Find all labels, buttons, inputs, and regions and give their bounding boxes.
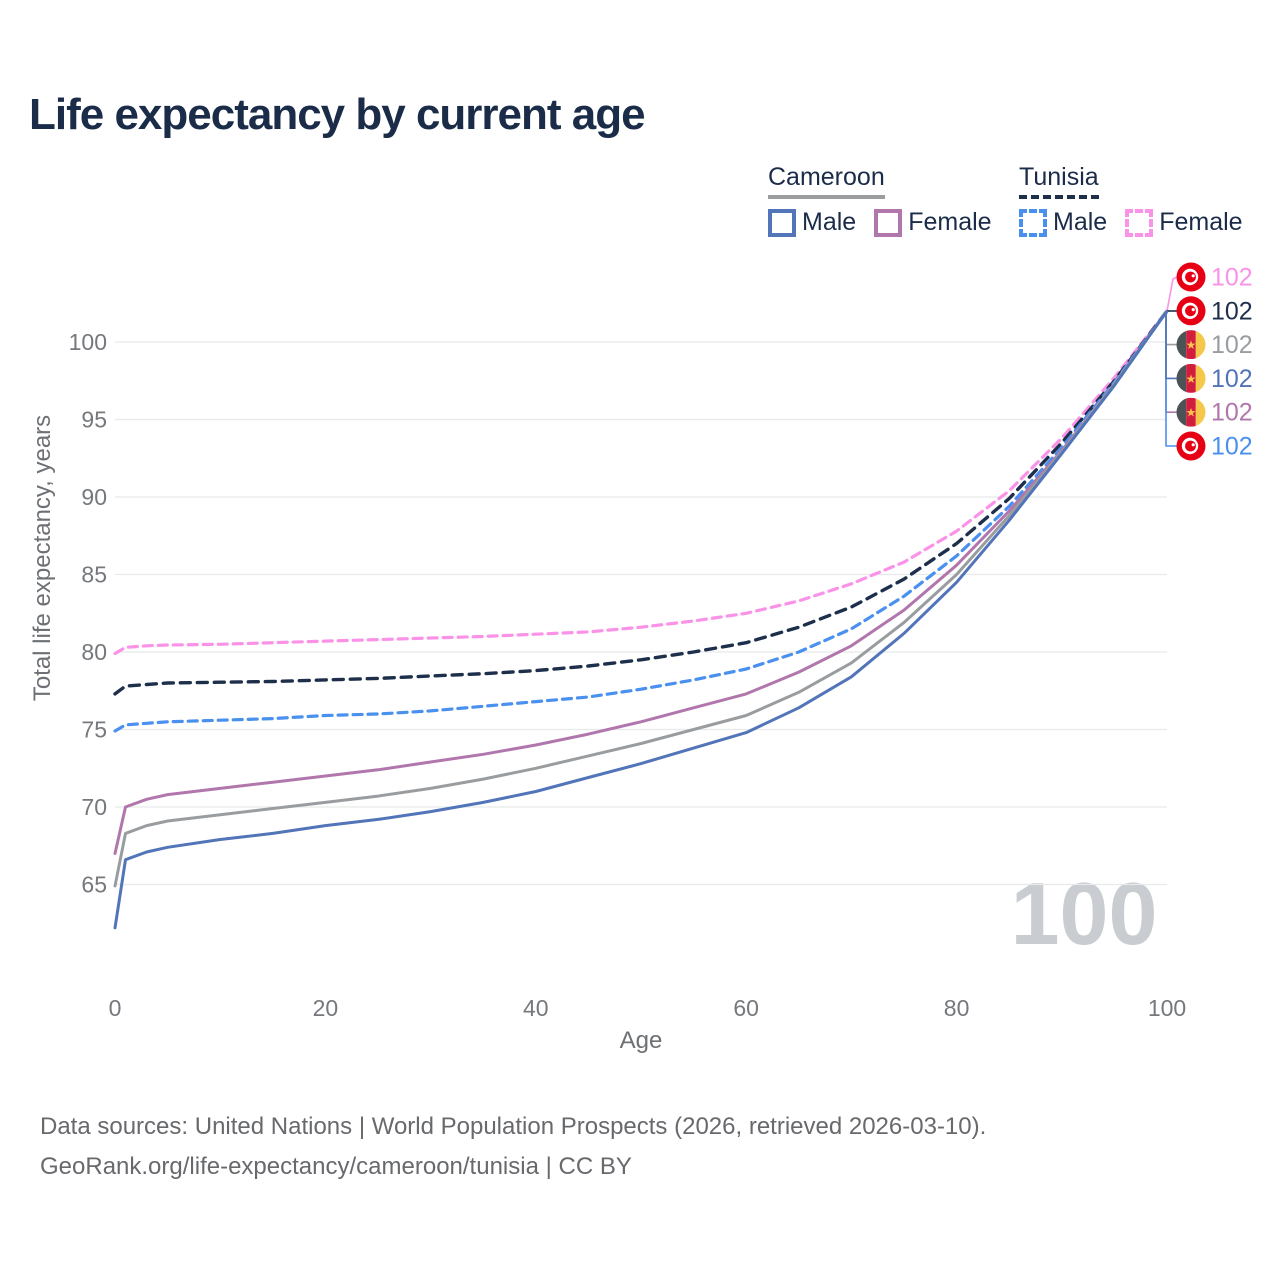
flag-tunisia-icon [1191,308,1195,312]
series-line-tunisia-female[interactable] [113,309,1169,656]
end-value-cameroon-female: 102 [1211,399,1253,427]
series-line-cameroon-male[interactable] [113,309,1169,930]
flag-tunisia-icon [1191,443,1195,447]
x-axis-title: Age [620,1027,663,1054]
leader-line [1165,310,1177,380]
flag-cameroon-icon [1195,363,1206,393]
legend-tunisia-row: Male Female [1019,208,1261,237]
end-value-cameroon-male: 102 [1211,365,1253,393]
footer: Data sources: United Nations | World Pop… [40,1107,986,1187]
legend-cameroon-title[interactable]: Cameroon [768,163,885,199]
legend-item-tunisia-female[interactable]: Female [1125,208,1243,237]
leader-line [1165,310,1177,346]
leader-line [1166,276,1178,312]
flag-cameroon-icon [1176,363,1187,393]
x-tick-label: 40 [523,995,549,1021]
end-value-tunisia-male: 102 [1211,433,1253,461]
y-tick-label: 80 [81,639,107,665]
tunisia-male-swatch-icon [1019,208,1047,237]
series-line-cameroon-female[interactable] [113,309,1169,855]
flag-cameroon-icon [1195,330,1206,360]
y-tick-label: 100 [69,329,107,355]
legend-group-tunisia: Tunisia Male Female [1019,163,1261,237]
legend-label-tunisia-male: Male [1053,208,1108,236]
series-line-tunisia-male[interactable] [113,309,1169,733]
series-line-tunisia-both-sexes[interactable] [113,309,1169,696]
series-line-cameroon-both-sexes[interactable] [113,309,1169,888]
page-title: Life expectancy by current age [29,90,646,139]
age-watermark: 100 [1011,864,1158,963]
flag-cameroon-icon [1195,397,1206,427]
flag-cameroon-icon [1186,397,1196,427]
legend-item-cameroon-male[interactable]: Male [768,208,856,237]
legend-group-cameroon: Cameroon Male Female [768,163,1010,237]
tunisia-female-swatch-icon [1125,208,1154,237]
x-tick-label: 20 [313,995,339,1021]
y-tick-label: 70 [81,794,107,820]
end-value-tunisia-both-sexes: 102 [1211,297,1253,325]
y-tick-label: 75 [81,717,107,743]
end-value-tunisia-female: 102 [1211,264,1253,292]
x-tick-label: 0 [109,995,122,1021]
y-tick-label: 85 [81,562,107,588]
cameroon-female-swatch-icon [874,208,903,237]
flag-cameroon-icon [1176,330,1187,360]
flag-tunisia-icon [1185,305,1196,317]
y-tick-label: 90 [81,484,107,510]
legend-cameroon-row: Male Female [768,208,1010,237]
flag-tunisia-icon [1185,271,1196,283]
x-tick-label: 60 [733,995,759,1021]
y-tick-label: 95 [81,407,107,433]
footer-attribution-link: GeoRank.org/life-expectancy/cameroon/tun… [40,1153,632,1180]
x-tick-label: 80 [944,995,970,1021]
flag-cameroon-star-icon: ★ [1186,338,1197,352]
legend-item-cameroon-female[interactable]: Female [874,208,992,237]
leader-line [1165,310,1177,413]
flag-tunisia-icon [1191,274,1195,278]
end-value-cameroon-both-sexes: 102 [1211,331,1253,359]
flag-cameroon-icon [1186,363,1196,393]
legend-label-cameroon-female: Female [908,208,992,236]
flag-tunisia-icon [1185,440,1196,452]
y-tick-label: 65 [81,872,107,898]
cameroon-male-swatch-icon [768,208,796,237]
legend-item-tunisia-male[interactable]: Male [1019,208,1107,237]
flag-cameroon-star-icon: ★ [1186,372,1197,386]
flag-cameroon-icon [1176,397,1187,427]
legend-label-tunisia-female: Female [1159,208,1243,236]
footer-data-sources: Data sources: United Nations | World Pop… [40,1113,987,1140]
legend-tunisia-title[interactable]: Tunisia [1019,163,1099,199]
x-tick-label: 100 [1148,995,1186,1021]
flag-cameroon-star-icon: ★ [1186,406,1197,420]
legend-label-cameroon-male: Male [802,208,857,236]
flag-cameroon-icon [1186,330,1196,360]
